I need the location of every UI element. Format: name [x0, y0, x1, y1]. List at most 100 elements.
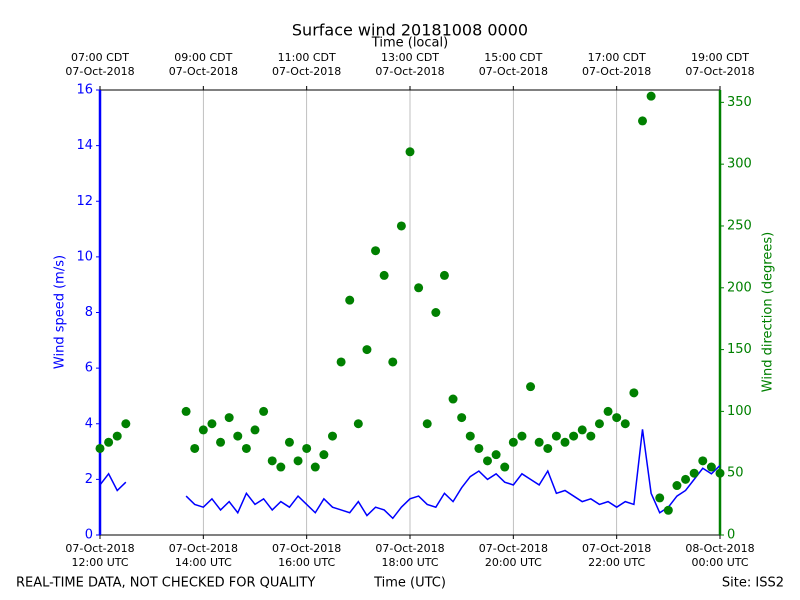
y2-tick-label: 100: [727, 404, 752, 419]
top-x-tick-label: 15:00 CDT 07-Oct-2018: [478, 51, 548, 78]
direction-point: [181, 406, 191, 416]
y2-tick-label: 350: [727, 95, 752, 110]
direction-point: [293, 456, 303, 466]
x-tick-label: 07-Oct-2018 14:00 UTC: [168, 542, 238, 569]
direction-point: [551, 431, 561, 441]
x-tick-label: 07-Oct-2018 16:00 UTC: [272, 542, 342, 569]
direction-point: [638, 116, 647, 126]
direction-point: [620, 419, 630, 429]
direction-point: [276, 462, 286, 472]
direction-point: [500, 462, 510, 472]
direction-point: [362, 345, 372, 355]
y2-axis-label: Wind direction (degrees): [761, 232, 776, 392]
direction-point: [198, 425, 208, 435]
y2-tick-label: 0: [727, 528, 735, 543]
direction-point: [345, 295, 355, 305]
direction-point: [336, 357, 346, 367]
y-tick-label: 10: [76, 249, 93, 264]
direction-point: [543, 443, 553, 453]
x-tick-label: 07-Oct-2018 20:00 UTC: [478, 542, 548, 569]
direction-point: [655, 493, 665, 503]
direction-point: [594, 419, 604, 429]
direction-point: [284, 437, 294, 447]
y2-tick-label: 250: [727, 218, 752, 233]
direction-point: [371, 246, 381, 256]
direction-point: [396, 221, 406, 231]
y-tick-label: 6: [85, 361, 93, 376]
x-axis-label: Time (UTC): [373, 576, 446, 591]
direction-point: [483, 456, 492, 466]
direction-point: [698, 456, 708, 466]
y2-tick-label: 300: [727, 157, 752, 172]
direction-point: [328, 431, 337, 441]
direction-point: [577, 425, 587, 435]
direction-point: [448, 394, 458, 404]
direction-point: [250, 425, 260, 435]
direction-point: [474, 443, 484, 453]
direction-point: [586, 431, 596, 441]
direction-point: [319, 450, 329, 460]
direction-point: [457, 413, 467, 423]
x-tick-label: 07-Oct-2018 22:00 UTC: [582, 542, 652, 569]
y-tick-label: 14: [76, 138, 93, 153]
direction-point: [681, 474, 691, 484]
direction-point: [526, 382, 536, 392]
y-tick-label: 12: [76, 194, 93, 209]
direction-point: [224, 413, 234, 423]
direction-point: [612, 413, 622, 423]
direction-point: [517, 431, 527, 441]
direction-point: [706, 462, 716, 472]
footer-right: Site: ISS2: [722, 576, 784, 591]
direction-point: [465, 431, 475, 441]
direction-point: [560, 437, 570, 447]
y-tick-label: 2: [85, 472, 93, 487]
y-axis-label: Wind speed (m/s): [53, 255, 68, 369]
direction-point: [431, 308, 441, 317]
direction-point: [95, 443, 105, 453]
direction-point: [259, 406, 269, 416]
direction-point: [508, 437, 518, 447]
y2-tick-label: 200: [727, 280, 752, 295]
direction-point: [672, 481, 682, 491]
direction-point: [233, 431, 243, 441]
direction-point: [216, 437, 226, 447]
direction-point: [439, 270, 449, 280]
direction-point: [267, 456, 277, 466]
direction-point: [689, 468, 699, 478]
y2-tick-label: 150: [727, 342, 752, 357]
direction-point: [190, 443, 200, 453]
direction-point: [663, 505, 673, 515]
top-axis-label: Time (local): [371, 36, 448, 51]
direction-point: [629, 388, 639, 398]
top-x-tick-label: 17:00 CDT 07-Oct-2018: [582, 51, 652, 78]
top-x-tick-label: 09:00 CDT 07-Oct-2018: [168, 51, 238, 78]
y-tick-label: 0: [85, 528, 93, 543]
x-tick-label: 07-Oct-2018 18:00 UTC: [375, 542, 445, 569]
direction-point: [569, 431, 579, 441]
direction-point: [405, 147, 415, 157]
direction-point: [534, 437, 544, 447]
top-x-tick-label: 07:00 CDT 07-Oct-2018: [65, 51, 135, 78]
direction-point: [310, 462, 320, 472]
top-x-tick-label: 11:00 CDT 07-Oct-2018: [272, 51, 342, 78]
top-x-tick-label: 13:00 CDT 07-Oct-2018: [375, 51, 445, 78]
direction-point: [353, 419, 363, 429]
y-tick-label: 4: [85, 416, 93, 431]
y-tick-label: 16: [76, 83, 93, 98]
speed-line: [185, 429, 721, 520]
direction-point: [388, 357, 398, 367]
chart-title: Surface wind 20181008 0000: [292, 21, 528, 40]
y-tick-label: 8: [85, 305, 93, 320]
x-tick-label: 07-Oct-2018 12:00 UTC: [65, 542, 135, 569]
speed-line: [99, 472, 127, 492]
direction-point: [302, 443, 312, 453]
direction-point: [603, 406, 613, 416]
direction-point: [422, 419, 432, 429]
top-x-tick-label: 19:00 CDT 07-Oct-2018: [685, 51, 755, 78]
x-tick-label: 08-Oct-2018 00:00 UTC: [685, 542, 755, 569]
direction-point: [112, 431, 122, 441]
direction-point: [121, 419, 131, 429]
direction-point: [491, 450, 501, 460]
direction-point: [207, 419, 217, 429]
direction-point: [414, 283, 424, 293]
